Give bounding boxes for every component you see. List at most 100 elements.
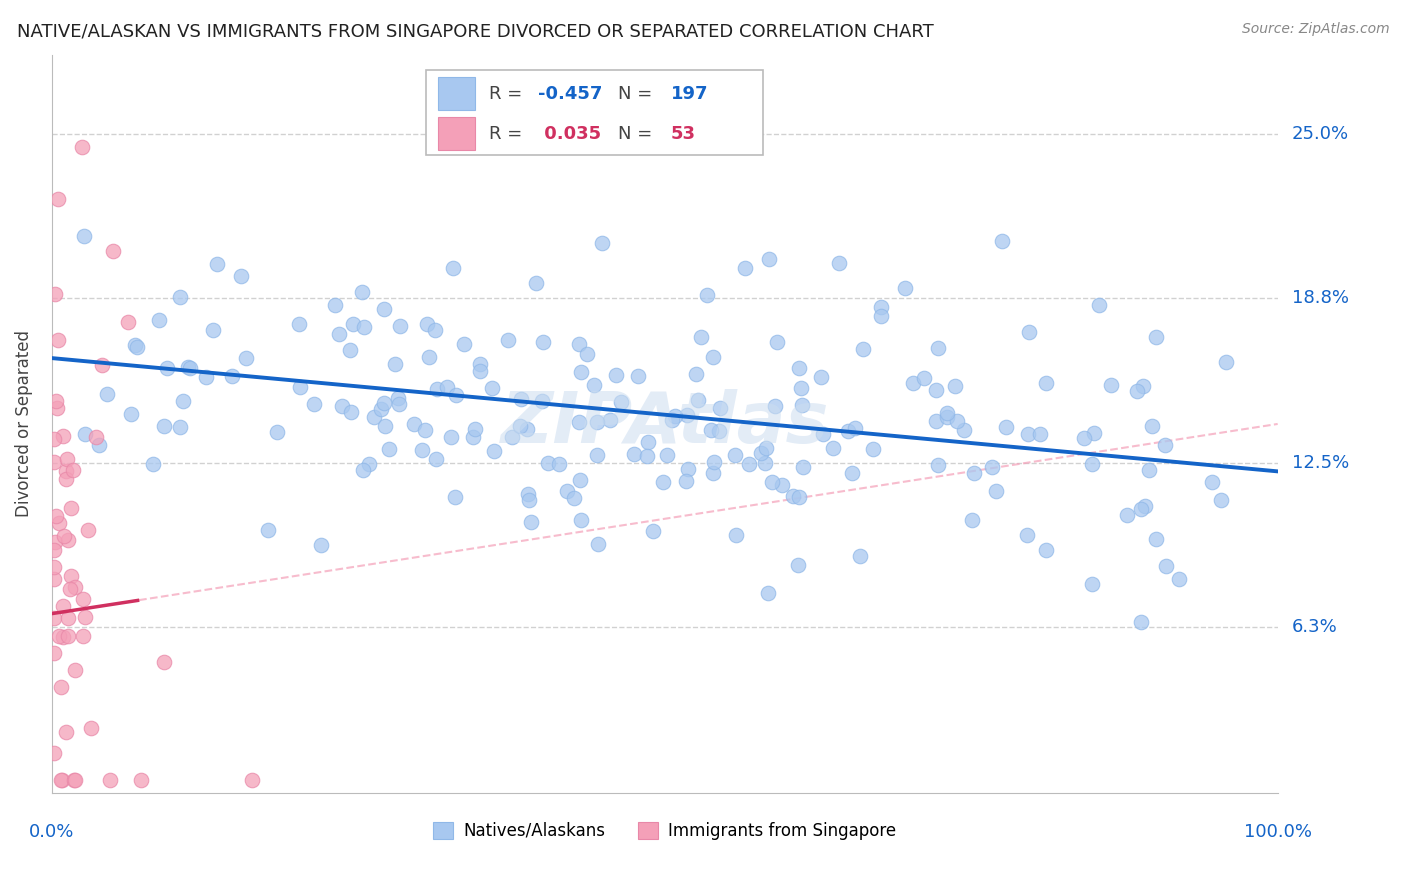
Point — [352, 462, 374, 476]
Point — [1081, 577, 1104, 591]
Point — [75, 610, 97, 624]
Point — [1154, 559, 1177, 574]
Point — [52, 429, 75, 443]
Point — [520, 515, 543, 529]
Point — [1018, 325, 1040, 339]
Point — [120, 407, 142, 421]
Point — [377, 442, 399, 457]
Point — [444, 388, 467, 402]
Point — [675, 475, 697, 489]
Point — [676, 462, 699, 476]
Point — [935, 409, 957, 424]
Point — [309, 538, 332, 552]
Point — [52, 599, 75, 613]
Point — [591, 236, 613, 251]
Point — [703, 455, 725, 469]
Point — [153, 656, 176, 670]
Point — [516, 422, 538, 436]
Point — [501, 430, 523, 444]
Text: 197: 197 — [671, 85, 709, 103]
Point — [576, 346, 599, 360]
Point — [562, 491, 585, 505]
Point — [925, 383, 948, 397]
Point — [652, 475, 675, 489]
Point — [148, 313, 170, 327]
Point — [946, 414, 969, 428]
Point — [169, 290, 191, 304]
Text: 0.035: 0.035 — [538, 125, 602, 143]
Point — [152, 418, 174, 433]
Point — [787, 558, 810, 572]
Point — [60, 568, 83, 582]
Point — [844, 421, 866, 435]
Point — [257, 523, 280, 537]
Point — [55, 464, 77, 478]
Point — [517, 492, 540, 507]
Point — [952, 423, 974, 437]
Point — [418, 351, 440, 365]
Point — [195, 370, 218, 384]
Point — [72, 629, 94, 643]
Point — [44, 572, 66, 586]
Text: N =: N = — [619, 125, 658, 143]
Text: NATIVE/ALASKAN VS IMMIGRANTS FROM SINGAPORE DIVORCED OR SEPARATED CORRELATION CH: NATIVE/ALASKAN VS IMMIGRANTS FROM SINGAP… — [17, 22, 934, 40]
Point — [1073, 432, 1095, 446]
Point — [65, 580, 87, 594]
Point — [63, 663, 86, 677]
Point — [177, 359, 200, 374]
Point — [51, 772, 73, 787]
Point — [441, 261, 464, 276]
Point — [636, 449, 658, 463]
Point — [73, 427, 96, 442]
Point — [436, 380, 458, 394]
Point — [568, 416, 591, 430]
Point — [65, 772, 87, 787]
Point — [58, 629, 80, 643]
Point — [700, 423, 723, 437]
Point — [841, 466, 863, 480]
Point — [44, 432, 66, 446]
Point — [790, 381, 813, 395]
Point — [89, 438, 111, 452]
Point — [655, 448, 678, 462]
Point — [323, 298, 346, 312]
Point — [91, 359, 114, 373]
Point — [44, 535, 66, 549]
Text: 25.0%: 25.0% — [1292, 125, 1348, 144]
Point — [1116, 508, 1139, 522]
FancyBboxPatch shape — [437, 77, 475, 111]
Point — [44, 542, 66, 557]
Point — [984, 483, 1007, 498]
Point — [342, 318, 364, 332]
Point — [266, 425, 288, 439]
Point — [585, 415, 607, 429]
Point — [72, 592, 94, 607]
Point — [59, 500, 82, 515]
Point — [599, 413, 621, 427]
Point — [56, 611, 79, 625]
Point — [1101, 378, 1123, 392]
Point — [943, 379, 966, 393]
Point — [62, 462, 84, 476]
Point — [415, 423, 437, 437]
Point — [690, 330, 713, 344]
Point — [813, 426, 835, 441]
Point — [569, 365, 592, 379]
Point — [374, 418, 396, 433]
Point — [870, 300, 893, 314]
Point — [792, 459, 814, 474]
Point — [547, 457, 569, 471]
Point — [172, 393, 194, 408]
Point — [782, 489, 804, 503]
Point — [169, 420, 191, 434]
Point — [62, 772, 84, 787]
Point — [569, 513, 592, 527]
Point — [702, 467, 724, 481]
Point — [524, 276, 547, 290]
Point — [443, 491, 465, 505]
Point — [44, 286, 66, 301]
Point — [569, 473, 592, 487]
Point — [55, 472, 77, 486]
Point — [48, 192, 70, 206]
Point — [724, 449, 747, 463]
